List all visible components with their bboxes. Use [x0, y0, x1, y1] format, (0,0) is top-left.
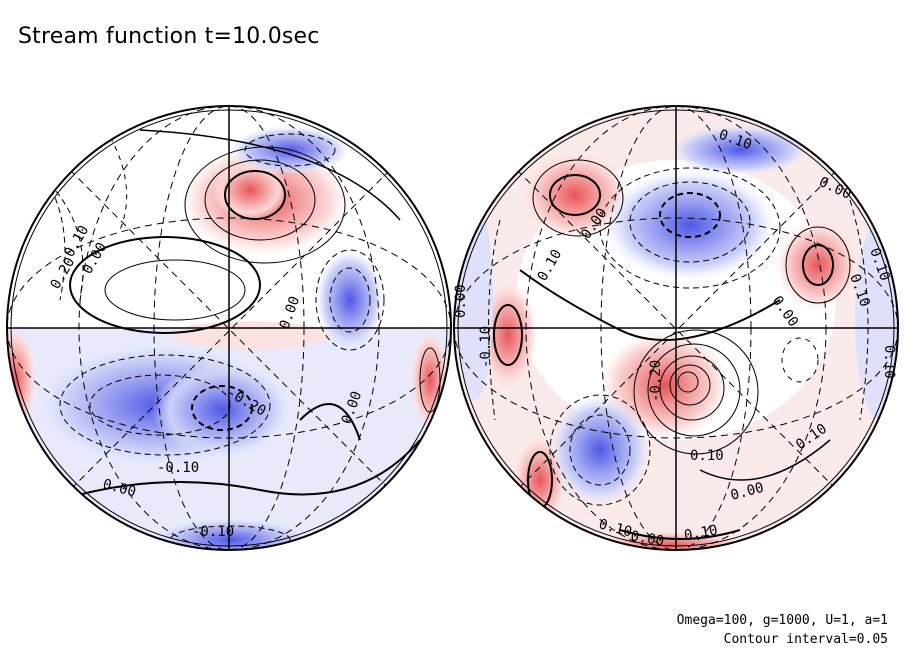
contour-label: -0.10: [478, 326, 494, 368]
contour-label: 0.00: [629, 528, 665, 550]
contour-interval-note: Contour interval=0.05: [723, 632, 888, 647]
right-hemisphere: 0.10 0.00 0.00 0.10 0.00 0.10 0.10 0.00 …: [453, 105, 899, 551]
contour-label: -0.10: [157, 460, 199, 476]
contour-label: 0.10: [683, 522, 719, 544]
plot-title: Stream function t=10.0sec: [18, 24, 320, 49]
parameters-note: Omega=100, g=1000, U=1, a=1: [676, 613, 888, 628]
contour-label: 0.00: [453, 284, 469, 318]
contour-label: -0.20: [648, 360, 664, 402]
contour-label: 0.10: [881, 345, 897, 379]
left-hemisphere: 0.20 0.10 0.00 0.00 0.00 -0.20 -0.10 0.0…: [6, 105, 452, 551]
contour-label: -0.10: [192, 524, 234, 540]
contour-label: 0.10: [690, 448, 724, 464]
